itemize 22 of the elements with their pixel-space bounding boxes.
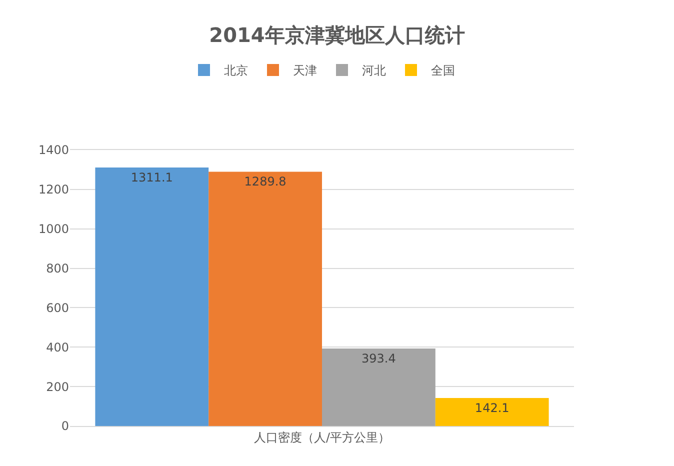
y-tick-label: 400 bbox=[46, 340, 69, 354]
chart-title: 2014年京津冀地区人口统计 bbox=[209, 22, 465, 47]
y-tick-label: 1000 bbox=[38, 222, 69, 236]
y-tick-label: 1400 bbox=[38, 143, 69, 158]
bar bbox=[208, 172, 322, 426]
y-tick-label: 1200 bbox=[38, 182, 69, 197]
data-label: 1311.1 bbox=[130, 170, 173, 185]
y-tick-label: 600 bbox=[46, 300, 69, 315]
y-tick-label: 0 bbox=[61, 419, 69, 434]
y-tick-label: 800 bbox=[46, 261, 69, 276]
legend-label: 天津 bbox=[293, 64, 317, 78]
y-tick-label: 200 bbox=[46, 380, 69, 394]
x-tick-label: 人口密度（人/平方公里） bbox=[254, 430, 390, 444]
bar bbox=[95, 168, 209, 426]
bar bbox=[435, 398, 549, 426]
legend-label: 北京 bbox=[224, 64, 248, 78]
data-label: 142.1 bbox=[474, 400, 510, 415]
legend-label: 全国 bbox=[431, 64, 455, 78]
legend-label: 河北 bbox=[362, 64, 386, 78]
bar bbox=[322, 348, 436, 426]
data-label: 393.4 bbox=[362, 351, 396, 366]
data-label: 1289.8 bbox=[244, 174, 286, 189]
